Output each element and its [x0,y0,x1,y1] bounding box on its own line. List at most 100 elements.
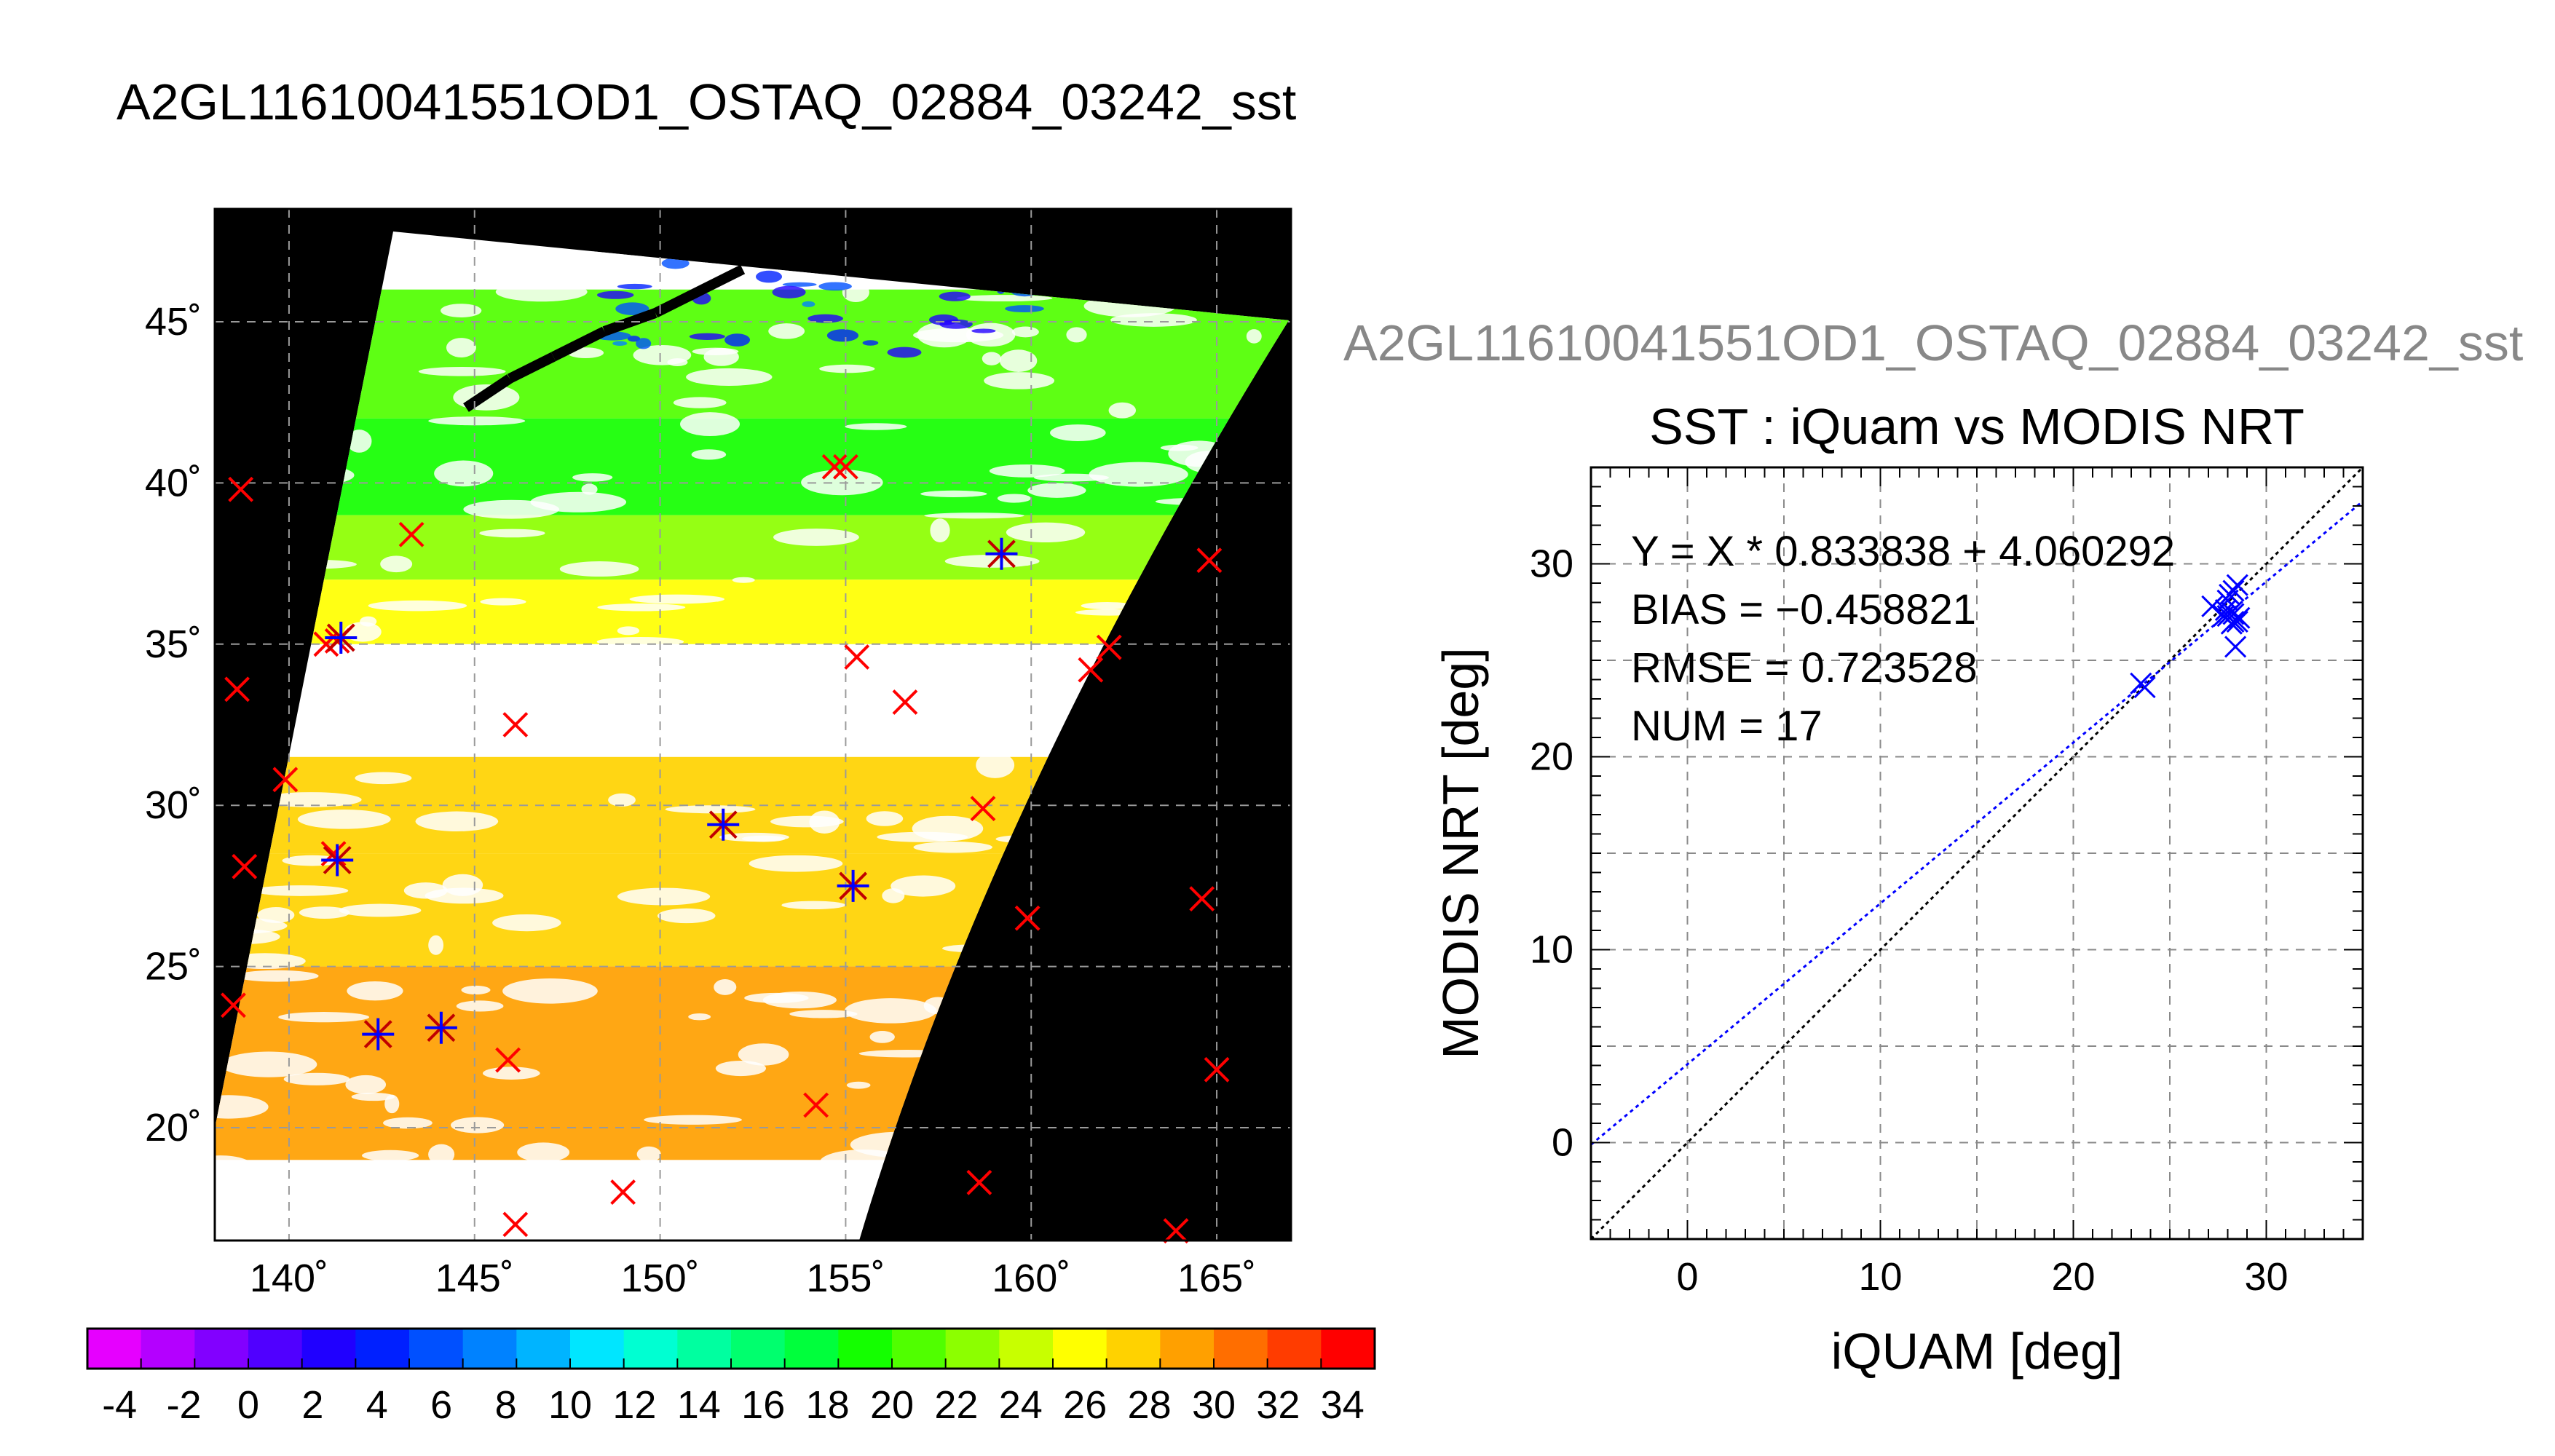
cloud-patch [719,832,789,842]
cloud-patch [572,473,613,482]
colorbar-segment [1106,1329,1161,1369]
scatter-title: SST : iQuam vs MODIS NRT [1649,398,2305,455]
cold-patch [612,341,628,347]
colorbar-segment [355,1329,410,1369]
iquam-marker [892,689,918,715]
scatter-y-tick-labels: 0 10 20 30 [1530,542,1573,1165]
cloud-patch [543,1225,619,1233]
cloud-patch [215,1203,296,1215]
colorbar [86,1327,1376,1370]
map-y-tick-label: 20˚ [145,1106,202,1150]
cloud-patch [215,1155,253,1177]
map-y-tick-label: 45˚ [145,300,202,344]
cloud-patch [877,831,968,842]
cloud-patch [299,906,350,919]
map-x-tick-label: 155˚ [806,1257,885,1300]
cloud-patch [260,792,362,807]
cloud-patch [819,364,875,373]
iquam-marker [803,1092,829,1118]
cloud-patch [257,907,295,923]
colorbar-segment [1214,1329,1268,1369]
colorbar-tick-label: 14 [677,1383,721,1427]
map-x-tick-label: 165˚ [1177,1257,1256,1300]
colorbar-segment [1321,1329,1375,1369]
colorbar-tick-label: 12 [612,1383,656,1427]
cold-patch [1005,305,1044,313]
map-grid [215,209,1291,1241]
cloud-patch [314,1164,384,1184]
scatter-grid [1591,467,2363,1239]
matchup-marker [362,1018,395,1051]
scatter-points [2130,574,2251,699]
cloud-patch [809,810,840,834]
cloud-patch [339,903,422,917]
cloud-patch [215,1095,269,1119]
iquam-marker [1096,634,1122,660]
map-x-tick-label: 145˚ [435,1257,514,1300]
colorbar-tick-label: -4 [102,1383,137,1427]
cloud-patch [411,1230,508,1241]
colorbar-segment [1267,1329,1322,1369]
cloud-patch [283,1072,350,1085]
colorbar-tick-label: 28 [1128,1383,1172,1427]
coast-segment [550,326,607,362]
cloud-patch [846,1081,871,1089]
scatter-y-tick-label: 30 [1530,542,1573,586]
cloud-patch [749,855,843,872]
colorbar-tick-label: 6 [430,1383,452,1427]
cold-patch [826,329,859,342]
scatter-frame [1590,466,2364,1241]
cloud-patch [617,887,711,906]
sst-map-panel: 140˚ 145˚ 150˚ 155˚ 160˚ 165˚ 20˚ 25˚ 30˚ 35˚ 40˚… [145,207,1292,1300]
cloud-patch [688,1013,711,1021]
cloud-patch [866,811,904,826]
cloud-patch [441,304,482,318]
cloud-patch [869,1031,895,1043]
scatter-stats: Y = X * 0.833838 + 4.060292 BIAS = −0.458… [1631,528,2175,750]
cloud-patch [533,1227,576,1241]
colorbar-segment [301,1329,356,1369]
cloud-patch [461,985,491,995]
cloud-patch [220,1051,317,1077]
colorbar-tick-label: 24 [999,1383,1043,1427]
colorbar-segment [1160,1329,1215,1369]
cold-patch [724,333,751,347]
sst-band [215,515,1289,580]
scatter-y-tick-label: 0 [1552,1121,1573,1165]
colorbar-segment [677,1329,732,1369]
iquam-marker [1189,886,1215,912]
iquam-marker [1014,905,1040,931]
scatter-point [2224,636,2247,658]
iquam-marker [1078,657,1104,683]
scatter-point [2133,676,2156,699]
iquam-markers [221,454,1230,1244]
cloud-patch [965,323,1016,347]
cloud-patch [653,1163,679,1181]
iquam-marker [224,676,250,703]
page-title: A2GL11610041551OD1_OSTAQ_02884_03242_sst [117,74,1297,130]
cold-patch [617,283,652,290]
colorbar-tick-label: 30 [1192,1383,1236,1427]
coast-segment [652,264,746,318]
scatter-stat-line: RMSE = 0.723528 [1631,644,1978,692]
cloud-patch [768,323,805,339]
cold-patch [689,333,725,340]
cloud-patch [629,594,725,604]
iquam-marker [1163,1218,1189,1244]
cloud-patch [997,494,1031,503]
cloud-patch [773,529,859,546]
iquam-marker [232,853,258,879]
cold-patch [615,302,649,315]
cloud-patch [483,1067,540,1080]
cloud-patch [502,978,598,1004]
cloud-patch [691,449,727,460]
cloud-patch [636,1146,661,1163]
iquam-marker [1196,547,1223,574]
cloud-patch [1027,483,1086,498]
scatter-x-tick-label: 10 [1858,1255,1902,1299]
cloud-patch [571,1176,616,1203]
cold-patch [756,270,783,283]
cloud-patch [434,460,494,487]
coast-segment [507,352,556,384]
cloud-patch [362,1150,419,1161]
